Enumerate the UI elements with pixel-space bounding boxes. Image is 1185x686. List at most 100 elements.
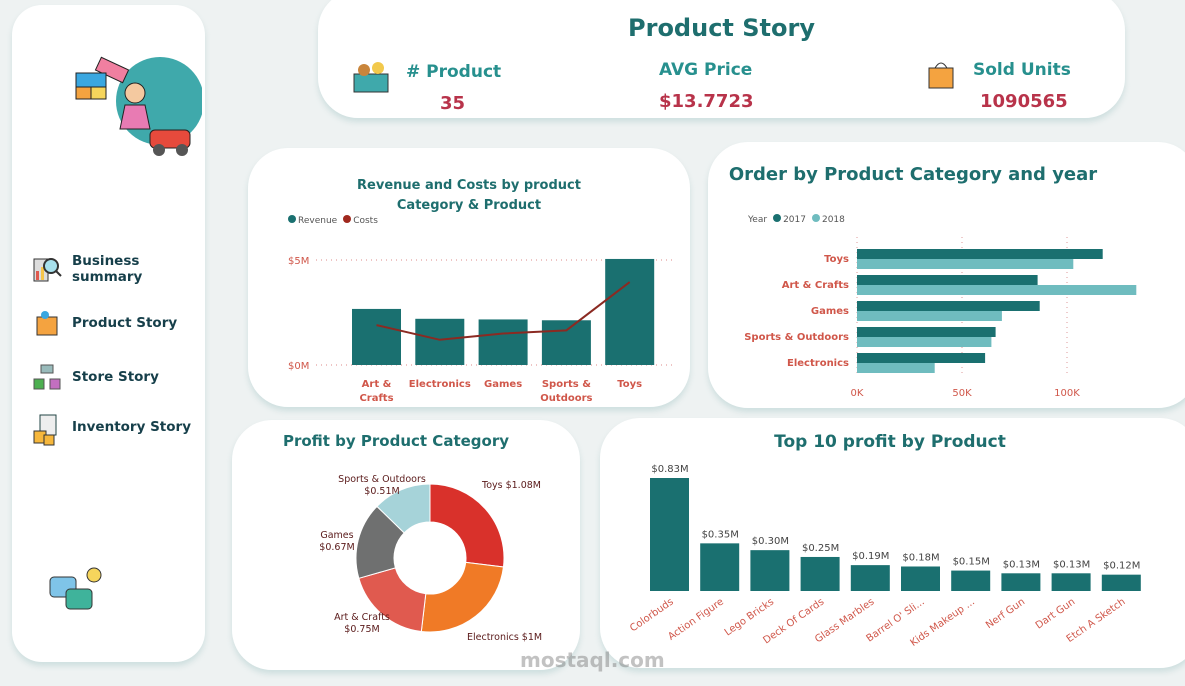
watermark: mostaql.com	[520, 648, 665, 672]
nav-store-story[interactable]: Store Story	[32, 363, 159, 391]
y-tick-label: Toys	[824, 254, 849, 265]
costs-line	[376, 281, 631, 341]
inventory-clipboard-icon	[32, 413, 62, 446]
legend-dot	[811, 214, 820, 222]
slice-value: $0.75M	[344, 624, 379, 635]
x-tick-label: Art &	[362, 379, 392, 390]
page-title: Product Story	[628, 14, 815, 42]
profit-bar	[1051, 573, 1091, 591]
profit-bar	[650, 478, 689, 591]
nav-label: Business summary	[72, 253, 143, 285]
kpi-product-label: # Product	[406, 62, 502, 82]
shopping-bag-icon	[32, 309, 62, 337]
sidebar: Business summary Product Story Store Sto…	[12, 5, 205, 662]
x-tick-label: Toys	[617, 379, 642, 390]
x-tick-label: 50K	[952, 388, 972, 399]
slice-label: Games	[320, 530, 353, 541]
nav-product-story[interactable]: Product Story	[32, 309, 177, 337]
slice-label: Art & Crafts	[334, 612, 390, 623]
chart-title: Profit by Product Category	[282, 432, 510, 450]
kpi-avg-price-label: AVG Price	[659, 60, 753, 80]
revenue-bar	[415, 318, 465, 365]
chart-title: Revenue and Costs by product Category & …	[357, 178, 581, 213]
donut-slice	[429, 483, 505, 568]
profit-bar	[1001, 573, 1041, 591]
data-label: $0.15M	[953, 557, 990, 568]
revenue-bar	[478, 319, 528, 365]
kpi-sold-units-value: 1090565	[980, 91, 1068, 112]
legend-dot	[773, 214, 782, 222]
kpi-product-value: 35	[440, 93, 466, 114]
legend-revenue: Revenue	[298, 216, 338, 226]
legend-title: Year	[748, 214, 768, 225]
x-tick-label: Games	[484, 379, 522, 390]
x-tick-label: Dart Gun	[1034, 596, 1078, 631]
slice-value: $0.67M	[319, 542, 354, 553]
kpi-sold-units-label: Sold Units	[973, 60, 1071, 80]
x-tick-label: Outdoors	[540, 393, 592, 404]
stores-icon	[32, 363, 62, 391]
profit-bar	[850, 565, 890, 591]
top10-chart: $0.83M Colorbuds $0.35M Action Figure $0.30M…	[628, 464, 1141, 649]
nav-business-summary[interactable]: Business summary	[32, 253, 205, 285]
x-tick-label: Nerf Gun	[984, 596, 1027, 631]
profit-bar	[901, 566, 940, 591]
bar-2018	[857, 311, 1002, 321]
toys-logo-icon	[75, 56, 202, 156]
legend-2018: 2018	[821, 215, 845, 225]
donut-slice	[420, 561, 505, 633]
legend-dot	[288, 215, 296, 223]
profit-bar	[1101, 574, 1141, 591]
qa-chat-icon[interactable]	[48, 565, 108, 615]
bar-2018	[857, 259, 1074, 269]
bar-2017	[857, 275, 1038, 285]
y-tick-label: Electronics	[787, 358, 849, 369]
nav-inventory-story[interactable]: Inventory Story	[32, 413, 191, 446]
data-label: $0.25M	[802, 543, 839, 554]
x-tick-label: 0K	[851, 388, 864, 399]
orders-card: Order by Product Category and year Year …	[708, 142, 1185, 408]
nav-label: Product Story	[72, 315, 178, 331]
data-label: $0.19M	[852, 551, 889, 562]
data-label: $0.30M	[752, 536, 789, 547]
revenue-costs-card: Revenue and Costs by product Category & …	[248, 148, 690, 407]
x-tick-label: Sports &	[542, 379, 591, 390]
profit-bar	[700, 543, 740, 591]
chart-legend: Year 2017 2018	[748, 214, 845, 225]
bar-2018	[857, 337, 992, 347]
data-label: $0.35M	[702, 529, 739, 540]
profit-bar	[951, 570, 991, 591]
data-label: $0.13M	[1053, 559, 1090, 570]
chart-magnifier-icon	[32, 255, 62, 283]
bar-2018	[857, 363, 935, 373]
x-tick-label: Action Figure	[666, 596, 726, 642]
bar-2018	[857, 285, 1137, 295]
x-tick-label: Colorbuds	[628, 596, 676, 634]
legend-dot	[343, 215, 352, 223]
x-tick-label: 100K	[1054, 388, 1080, 399]
revenue-bar	[541, 320, 591, 365]
profit-category-card: Profit by Product Category Toys $1.08M El…	[232, 420, 580, 670]
donut-slice	[376, 483, 431, 534]
slice-value: $0.51M	[364, 486, 399, 497]
kpi-avg-price-value: $13.7723	[659, 91, 754, 112]
nav-label: Store Story	[72, 369, 159, 385]
y-tick-label: Sports & Outdoors	[744, 332, 849, 343]
data-label: $0.13M	[1003, 559, 1040, 570]
x-tick-label: Electronics	[409, 379, 471, 390]
shopping-bag-icon	[928, 62, 954, 89]
revenue-costs-chart: $0M $5M Art & Crafts Electronics Games Sports …	[288, 256, 673, 404]
bar-2017	[857, 301, 1040, 311]
kpi-header: Product Story # Product 35 AVG Price $13…	[318, 0, 1125, 118]
profit-bar	[800, 556, 840, 591]
top10-card: Top 10 profit by Product $0.83M Colorbuds…	[600, 418, 1185, 668]
revenue-bar	[605, 258, 655, 365]
chart-legend: Revenue Costs	[288, 215, 378, 226]
chart-title: Order by Product Category and year	[728, 164, 1098, 185]
profit-bar	[750, 550, 790, 591]
legend-2017: 2017	[783, 215, 806, 225]
data-label: $0.12M	[1103, 561, 1140, 572]
revenue-bar	[352, 308, 401, 365]
orders-chart: 0K 50K 100K Toys Art & Crafts Games Sports & O…	[744, 237, 1137, 399]
